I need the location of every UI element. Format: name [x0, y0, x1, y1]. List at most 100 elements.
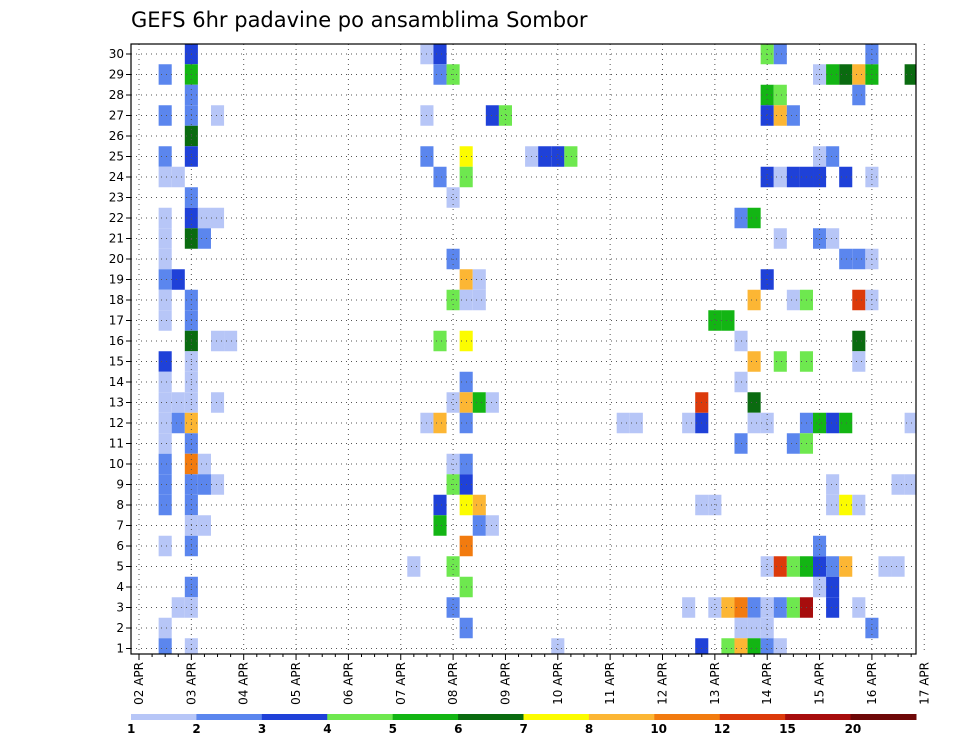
- x-tick-label: 15 APR: [813, 662, 827, 705]
- colorbar-label: 5: [389, 722, 397, 736]
- heatmap-cells: [158, 44, 916, 654]
- heatmap-cell: [852, 494, 866, 516]
- colorbar-label: 8: [585, 722, 593, 736]
- colorbar-label: 4: [323, 722, 331, 736]
- y-tick-label: 4: [116, 580, 124, 594]
- heatmap-cell: [158, 228, 172, 249]
- heatmap-cell: [433, 494, 447, 516]
- heatmap-cell: [197, 228, 211, 249]
- heatmap-cell: [158, 392, 172, 413]
- y-tick-label: 13: [109, 396, 124, 410]
- heatmap-cell: [786, 289, 800, 311]
- heatmap-cell: [839, 412, 853, 434]
- heatmap-cell: [171, 166, 185, 188]
- heatmap-cell: [446, 597, 460, 618]
- y-tick-label: 2: [116, 621, 124, 635]
- heatmap-cell: [721, 310, 735, 331]
- colorbar-segment: [719, 714, 786, 720]
- heatmap-cell: [760, 617, 774, 639]
- heatmap-cell: [485, 515, 499, 536]
- heatmap-cell: [747, 597, 761, 618]
- colorbar-segment: [654, 714, 721, 720]
- heatmap-cell: [171, 412, 185, 434]
- y-tick-label: 25: [109, 150, 124, 164]
- heatmap-cell: [158, 248, 172, 270]
- heatmap-cell: [564, 146, 578, 167]
- y-tick-label: 10: [109, 457, 124, 471]
- heatmap-cell: [210, 207, 225, 229]
- x-tick-label: 03 APR: [184, 662, 198, 705]
- y-tick-label: 6: [116, 539, 124, 553]
- y-tick-label: 26: [109, 129, 124, 143]
- x-tick-label: 17 APR: [917, 662, 931, 705]
- heatmap-cell: [197, 453, 211, 475]
- heatmap-cell: [852, 248, 866, 270]
- heatmap-cell: [747, 412, 761, 434]
- heatmap-cell: [839, 166, 853, 188]
- heatmap-cell: [708, 597, 722, 618]
- heatmap-cell: [616, 412, 630, 434]
- heatmap-cell: [826, 494, 840, 516]
- heatmap-cell: [498, 105, 512, 126]
- heatmap-cell: [158, 146, 172, 167]
- heatmap-cell: [826, 64, 840, 85]
- heatmap-cell: [786, 433, 800, 454]
- colorbar-label: 1: [127, 722, 135, 736]
- heatmap-cell: [158, 289, 172, 311]
- heatmap-cell: [210, 105, 225, 126]
- y-tick-label: 22: [109, 211, 124, 225]
- x-tick-label: 04 APR: [237, 662, 251, 705]
- heatmap-cell: [813, 228, 827, 249]
- heatmap-cell: [747, 392, 761, 413]
- heatmap-cell: [171, 597, 185, 618]
- heatmap-cell: [158, 433, 172, 454]
- heatmap-cell: [839, 494, 853, 516]
- heatmap-cell: [773, 44, 787, 65]
- heatmap-cell: [197, 515, 211, 536]
- heatmap-cell: [158, 535, 172, 557]
- heatmap-cell: [210, 330, 225, 352]
- heatmap-cell: [826, 412, 840, 434]
- heatmap-cell: [773, 638, 787, 654]
- colorbar-segment: [131, 714, 197, 720]
- heatmap-cell: [813, 556, 827, 577]
- heatmap-cell: [786, 556, 800, 577]
- heatmap-cell: [813, 576, 827, 598]
- heatmap-cell: [158, 494, 172, 516]
- heatmap-cell: [826, 146, 840, 167]
- heatmap-cell: [852, 351, 866, 372]
- heatmap-cell: [878, 556, 892, 577]
- heatmap-cell: [171, 269, 185, 290]
- heatmap-cell: [472, 515, 486, 536]
- heatmap-cell: [852, 84, 866, 106]
- heatmap-cell: [407, 556, 421, 577]
- heatmap-cell: [708, 310, 722, 331]
- heatmap-cell: [773, 84, 787, 106]
- heatmap-cell: [852, 330, 866, 352]
- colorbar-label: 2: [192, 722, 200, 736]
- heatmap-cell: [158, 638, 172, 654]
- heatmap-cell: [433, 412, 447, 434]
- heatmap-cell: [433, 44, 447, 65]
- heatmap-cell: [695, 638, 709, 654]
- heatmap-cell: [904, 474, 916, 495]
- x-tick-label: 16 APR: [865, 662, 879, 705]
- heatmap-cell: [472, 494, 486, 516]
- x-tick-label: 14 APR: [760, 662, 774, 705]
- heatmap-cell: [158, 269, 172, 290]
- colorbar-segment: [850, 714, 917, 720]
- heatmap-cell: [734, 638, 748, 654]
- x-axis: 02 APR 03 APR 04 APR 05 APR 06 APR 07 APR 08 A…: [132, 654, 931, 705]
- heatmap-cell: [747, 351, 761, 372]
- colorbar-segment: [327, 714, 394, 720]
- x-tick-label: 07 APR: [394, 662, 408, 705]
- heatmap-cell: [747, 617, 761, 639]
- heatmap-cell: [446, 187, 460, 208]
- heatmap-cell: [485, 392, 499, 413]
- heatmap-cell: [891, 556, 905, 577]
- y-tick-label: 28: [109, 88, 124, 102]
- heatmap-cell: [839, 556, 853, 577]
- heatmap-cell: [839, 64, 853, 85]
- y-tick-label: 14: [109, 375, 124, 389]
- x-tick-label: 02 APR: [132, 662, 146, 705]
